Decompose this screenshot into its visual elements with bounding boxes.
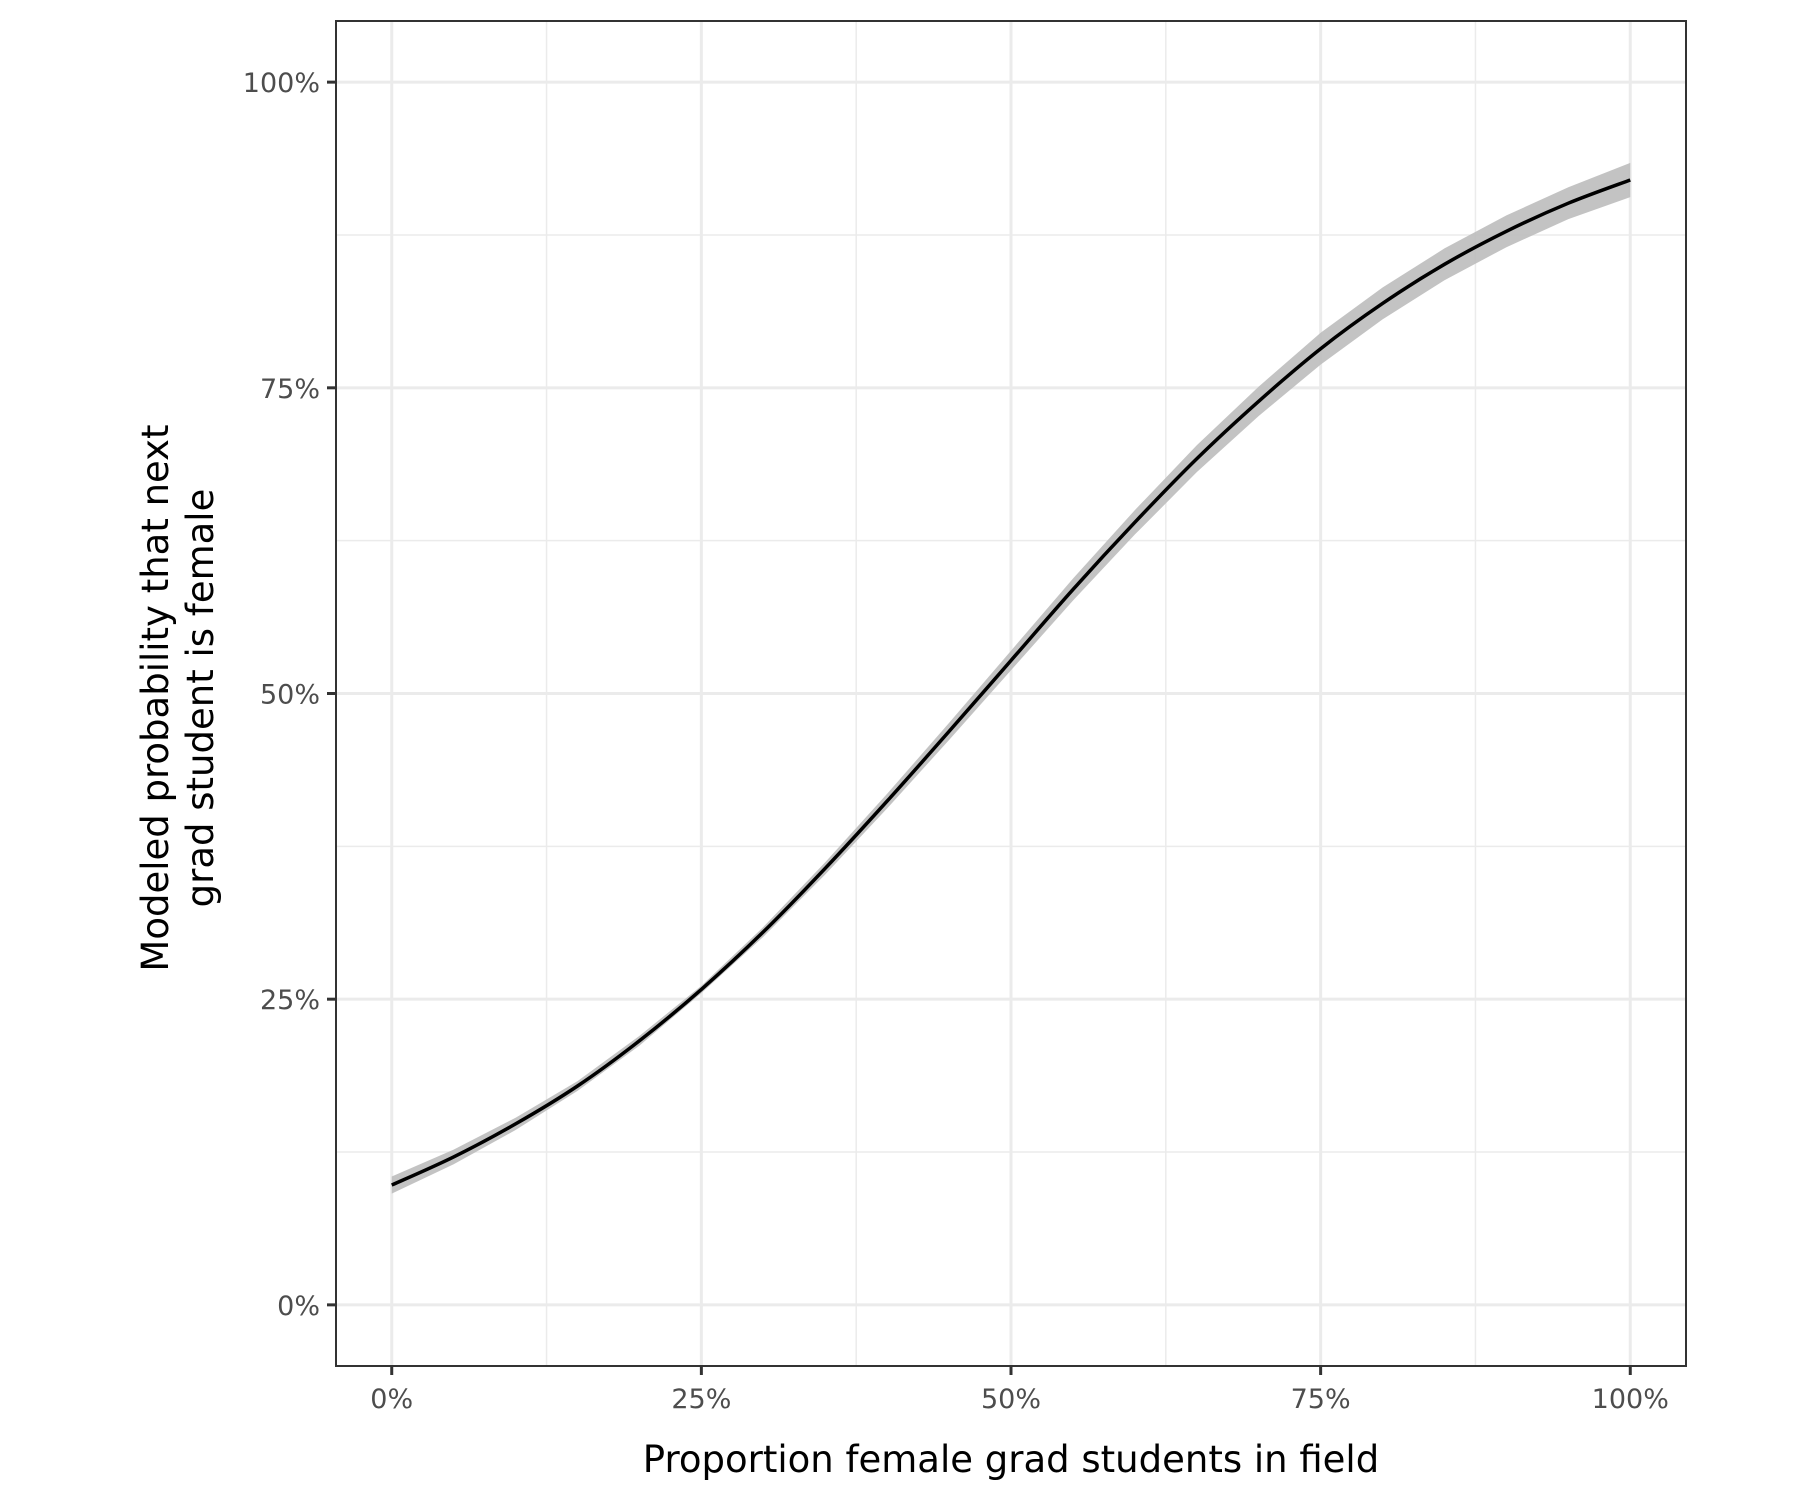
y-tick-label: 75% [260,374,320,405]
major-gridlines [336,21,1686,1366]
y-axis-title: Modeled probability that next grad stude… [134,424,222,971]
x-tick-label: 75% [1291,1384,1351,1415]
x-tick-label: 50% [981,1384,1041,1415]
y-tick-label: 0% [277,1291,320,1322]
y-tick-label: 100% [243,68,320,99]
x-tick-label: 100% [1592,1384,1669,1415]
y-tick-label: 25% [260,985,320,1016]
series-layer [391,162,1631,1194]
y-tick-labels: 0% 25% 50% 75% 100% [243,68,320,1322]
x-tick-label: 0% [370,1384,413,1415]
y-tick-label: 50% [260,680,320,711]
x-axis-title: Proportion female grad students in field [643,1438,1379,1481]
x-tick-label: 25% [671,1384,731,1415]
y-axis-title-line-2: grad student is female [179,489,222,908]
y-axis-title-line-1: Modeled probability that next [134,424,177,971]
fit-line [391,178,1631,1187]
axis-ticks [327,80,1632,1375]
x-tick-labels: 0% 25% 50% 75% 100% [370,1384,1669,1415]
